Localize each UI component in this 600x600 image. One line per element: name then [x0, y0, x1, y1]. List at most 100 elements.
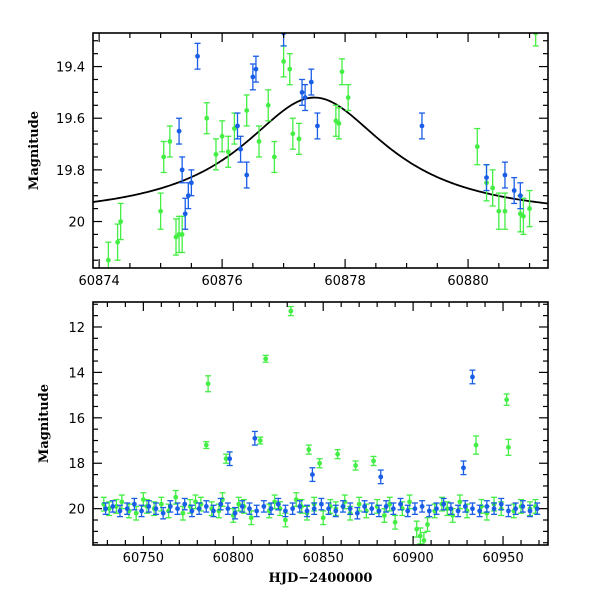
data-marker	[271, 154, 277, 160]
y-tick-label: 18	[68, 457, 85, 472]
data-point	[243, 94, 250, 127]
data-point	[282, 504, 289, 518]
data-point	[212, 138, 219, 171]
data-point	[246, 502, 253, 515]
y-tick-label: 19.6	[56, 112, 85, 127]
data-point	[304, 504, 311, 518]
data-point	[257, 436, 264, 445]
data-marker	[176, 128, 182, 134]
data-point	[501, 161, 508, 189]
data-point	[302, 83, 309, 112]
data-point	[456, 494, 463, 510]
data-point	[397, 497, 404, 511]
data-point	[106, 501, 113, 517]
data-point	[325, 502, 332, 515]
data-marker	[425, 522, 430, 527]
data-marker	[474, 144, 480, 150]
data-marker	[179, 232, 185, 237]
data-marker	[534, 506, 540, 512]
data-point	[370, 455, 377, 467]
data-point	[345, 83, 352, 112]
data-marker	[180, 510, 186, 516]
data-marker	[265, 102, 271, 108]
data-point	[375, 504, 382, 518]
data-marker	[511, 188, 517, 193]
data-marker	[407, 499, 412, 505]
data-marker	[520, 503, 526, 509]
data-point	[473, 435, 480, 455]
data-point	[219, 120, 226, 153]
data-point	[339, 500, 346, 513]
data-point	[332, 504, 339, 518]
data-point	[474, 127, 481, 166]
data-marker	[378, 474, 384, 480]
data-point	[192, 494, 199, 510]
data-point	[411, 502, 418, 515]
data-point	[527, 504, 534, 518]
y-tick-label: 16	[68, 412, 85, 427]
data-point	[289, 117, 296, 150]
data-point	[185, 182, 192, 210]
data-marker	[244, 108, 250, 113]
data-point	[166, 125, 173, 158]
data-marker	[254, 508, 260, 514]
data-marker	[527, 508, 533, 514]
data-point	[271, 494, 278, 510]
data-point	[377, 469, 384, 485]
data-point	[124, 502, 131, 515]
data-marker	[153, 506, 159, 512]
data-point	[109, 500, 116, 513]
data-point	[158, 496, 165, 512]
plot-area	[93, 33, 548, 268]
data-point	[505, 504, 512, 518]
series-green-baseline-	[100, 489, 539, 545]
data-marker	[219, 133, 225, 139]
data-point	[295, 122, 302, 156]
data-point	[356, 496, 363, 512]
data-marker	[160, 510, 166, 516]
data-marker	[318, 501, 324, 507]
data-point	[262, 354, 269, 363]
data-marker	[203, 503, 209, 509]
data-point	[491, 502, 498, 515]
data-point	[118, 494, 125, 510]
data-marker	[490, 185, 496, 191]
data-marker	[167, 503, 173, 509]
data-marker	[283, 508, 288, 514]
data-marker	[158, 501, 164, 507]
x-tick-label: 60874	[78, 274, 119, 289]
data-marker	[287, 66, 293, 72]
data-point	[188, 169, 195, 197]
data-point	[469, 369, 476, 385]
data-point	[483, 164, 490, 192]
data-marker	[390, 506, 396, 512]
data-marker	[175, 506, 180, 512]
x-tick-label: 60876	[201, 274, 242, 289]
data-point	[476, 504, 483, 518]
data-marker	[236, 501, 242, 507]
data-marker	[484, 175, 489, 181]
x-tick-label: 60900	[392, 551, 433, 566]
panel-2: 60750 60800 60850 60900 60950 12 14 16 18 20 Magni…	[37, 301, 549, 586]
data-point	[117, 202, 124, 241]
data-point	[498, 497, 505, 511]
data-point	[287, 305, 294, 317]
data-marker	[461, 465, 466, 471]
data-marker	[118, 219, 124, 224]
data-marker	[381, 513, 387, 518]
data-marker	[457, 499, 463, 505]
data-point	[138, 504, 145, 518]
data-point	[381, 508, 388, 523]
data-marker	[232, 510, 238, 516]
data-point	[105, 241, 112, 268]
data-marker	[498, 501, 504, 507]
data-marker	[383, 503, 389, 509]
data-marker	[491, 506, 497, 512]
data-point	[316, 458, 323, 469]
data-marker	[504, 397, 510, 403]
data-marker	[106, 506, 112, 512]
data-marker	[257, 438, 263, 443]
data-marker	[203, 442, 209, 448]
data-point	[392, 514, 399, 530]
